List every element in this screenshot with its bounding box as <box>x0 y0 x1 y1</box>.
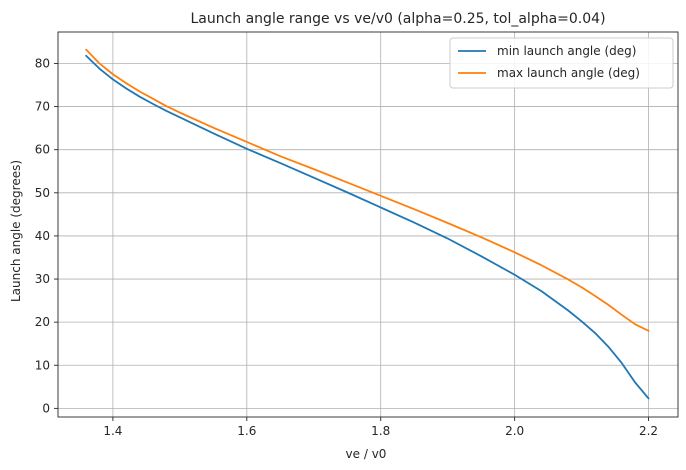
series-line-min-launch-angle <box>85 54 650 400</box>
x-axis-label: ve / v0 <box>346 447 387 461</box>
x-tick-label: 2.0 <box>505 424 524 438</box>
y-tick-label: 80 <box>35 56 50 70</box>
plot-frame <box>57 31 679 418</box>
legend: min launch angle (deg) max launch angle … <box>449 37 674 89</box>
y-tick-label: 60 <box>35 143 50 157</box>
series-line-max-launch-angle <box>85 48 650 332</box>
x-tick-label: 1.8 <box>371 424 390 438</box>
chart-title: Launch angle range vs ve/v0 (alpha=0.25,… <box>190 11 605 27</box>
legend-box <box>449 37 674 89</box>
y-axis-label: Launch angle (degrees) <box>9 160 23 302</box>
grid <box>58 32 678 417</box>
legend-label-max: max launch angle (deg) <box>497 66 640 80</box>
plot-series <box>85 48 650 400</box>
y-tick-label: 10 <box>35 358 50 372</box>
x-tick-label: 1.6 <box>237 424 256 438</box>
x-tick-label: 1.4 <box>103 424 122 438</box>
y-tick-label: 20 <box>35 315 50 329</box>
axis-ticks: 1.4 1.6 1.8 2.0 2.2 0 10 20 30 40 50 60 70 80 <box>35 56 658 438</box>
x-tick-label: 2.2 <box>639 424 658 438</box>
y-tick-label: 40 <box>35 229 50 243</box>
y-tick-label: 0 <box>42 401 50 415</box>
y-tick-label: 50 <box>35 186 50 200</box>
y-tick-label: 30 <box>35 272 50 286</box>
legend-label-min: min launch angle (deg) <box>497 44 636 58</box>
y-tick-label: 70 <box>35 100 50 114</box>
